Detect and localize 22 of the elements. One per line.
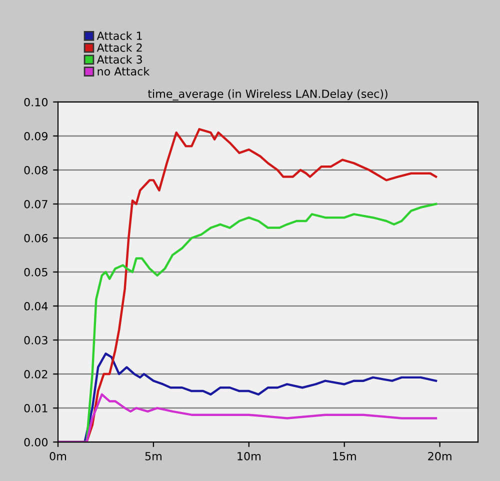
legend-label: Attack 3 (96, 55, 142, 64)
y-tick-label: 0.08 (24, 166, 48, 174)
chart-title: time_average (in Wireless LAN.Delay (sec)) (148, 89, 388, 100)
legend-label: no Attack (98, 66, 150, 76)
x-tick-label: 0m (50, 452, 66, 460)
y-tick-label: 0.06 (24, 234, 48, 242)
y-tick-label: 0.02 (24, 370, 48, 378)
legend-label: Attack 2 (96, 43, 142, 52)
y-tick-label: 0.09 (24, 132, 48, 140)
y-tick-label: 0.04 (24, 302, 48, 310)
y-tick-label: 0.10 (24, 98, 48, 106)
y-tick-label: 0.01 (24, 404, 48, 412)
line-series (58, 393, 438, 442)
y-tick-label: 0.03 (24, 336, 48, 344)
x-tick-label: 5m (145, 452, 162, 460)
y-tick-label: 0.07 (24, 200, 48, 208)
x-tick-label: 10m (238, 452, 260, 460)
y-tick-label: 0.05 (24, 268, 48, 276)
x-tick-label: 20m (428, 452, 452, 460)
x-tick-label: 15m (333, 452, 356, 460)
legend-label: Attack 1 (96, 31, 142, 40)
y-tick-label: 0.00 (24, 438, 48, 446)
